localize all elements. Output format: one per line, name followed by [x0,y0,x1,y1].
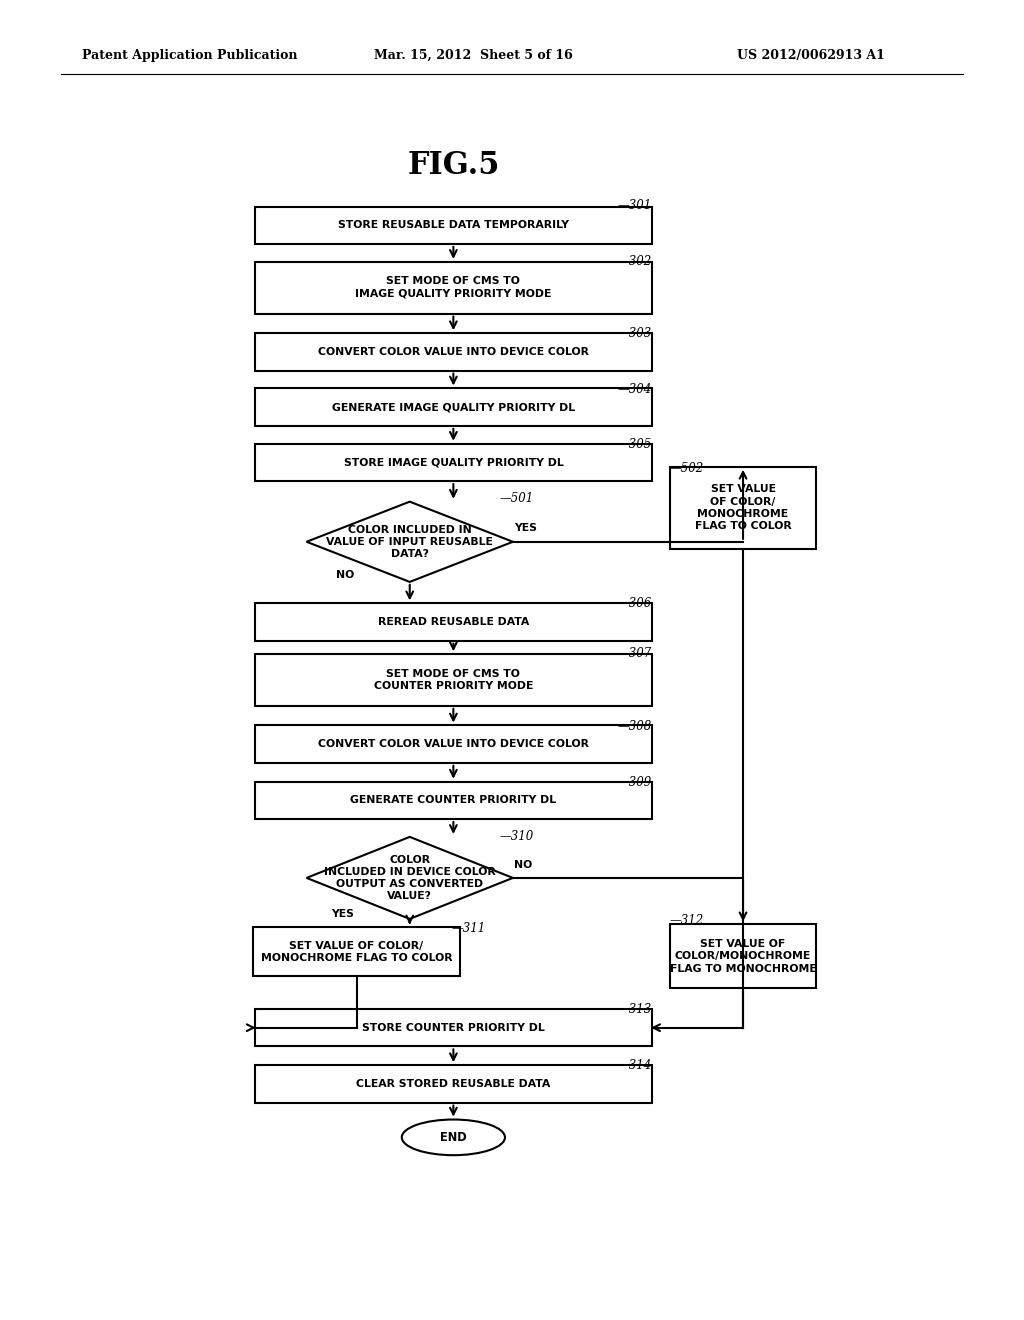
Text: SET VALUE
OF COLOR/
MONOCHROME
FLAG TO COLOR: SET VALUE OF COLOR/ MONOCHROME FLAG TO C… [694,484,792,532]
Text: —308: —308 [617,719,652,733]
FancyBboxPatch shape [255,444,651,482]
Text: CONVERT COLOR VALUE INTO DEVICE COLOR: CONVERT COLOR VALUE INTO DEVICE COLOR [317,347,589,356]
FancyBboxPatch shape [255,206,651,244]
Text: —312: —312 [670,913,705,927]
FancyBboxPatch shape [255,261,651,314]
Text: —301: —301 [617,199,652,213]
FancyBboxPatch shape [255,388,651,426]
Polygon shape [306,502,513,582]
Text: —304: —304 [617,383,652,396]
Text: CLEAR STORED REUSABLE DATA: CLEAR STORED REUSABLE DATA [356,1078,551,1089]
Text: —314: —314 [617,1059,652,1072]
Text: COLOR INCLUDED IN
VALUE OF INPUT REUSABLE
DATA?: COLOR INCLUDED IN VALUE OF INPUT REUSABL… [327,525,494,558]
Text: SET MODE OF CMS TO
COUNTER PRIORITY MODE: SET MODE OF CMS TO COUNTER PRIORITY MODE [374,669,534,692]
Text: Mar. 15, 2012  Sheet 5 of 16: Mar. 15, 2012 Sheet 5 of 16 [374,49,572,62]
Text: SET VALUE OF
COLOR/MONOCHROME
FLAG TO MONOCHROME: SET VALUE OF COLOR/MONOCHROME FLAG TO MO… [670,939,816,974]
FancyBboxPatch shape [255,1065,651,1102]
Text: GENERATE IMAGE QUALITY PRIORITY DL: GENERATE IMAGE QUALITY PRIORITY DL [332,403,574,412]
Polygon shape [306,837,513,919]
Text: —310: —310 [500,830,534,843]
Text: STORE COUNTER PRIORITY DL: STORE COUNTER PRIORITY DL [362,1023,545,1032]
Text: US 2012/0062913 A1: US 2012/0062913 A1 [737,49,885,62]
FancyBboxPatch shape [253,928,460,977]
FancyBboxPatch shape [255,1008,651,1047]
Text: YES: YES [514,524,538,533]
Text: —311: —311 [452,921,486,935]
FancyBboxPatch shape [255,781,651,818]
Text: REREAD REUSABLE DATA: REREAD REUSABLE DATA [378,616,529,627]
Text: STORE REUSABLE DATA TEMPORARILY: STORE REUSABLE DATA TEMPORARILY [338,220,569,230]
FancyBboxPatch shape [670,924,816,989]
Text: NO: NO [514,861,532,870]
Text: NO: NO [336,570,354,579]
FancyBboxPatch shape [255,333,651,371]
FancyBboxPatch shape [670,467,816,549]
Text: —303: —303 [617,327,652,341]
Ellipse shape [401,1119,505,1155]
Text: —306: —306 [617,598,652,610]
Text: Patent Application Publication: Patent Application Publication [82,49,297,62]
Text: —305: —305 [617,438,652,451]
Text: GENERATE COUNTER PRIORITY DL: GENERATE COUNTER PRIORITY DL [350,796,556,805]
FancyBboxPatch shape [255,655,651,706]
FancyBboxPatch shape [255,726,651,763]
Text: SET MODE OF CMS TO
IMAGE QUALITY PRIORITY MODE: SET MODE OF CMS TO IMAGE QUALITY PRIORIT… [355,276,552,298]
Text: YES: YES [332,909,354,920]
FancyBboxPatch shape [255,603,651,640]
Text: CONVERT COLOR VALUE INTO DEVICE COLOR: CONVERT COLOR VALUE INTO DEVICE COLOR [317,739,589,750]
Text: —313: —313 [617,1003,652,1016]
Text: —501: —501 [500,492,534,506]
Text: FIG.5: FIG.5 [408,149,500,181]
Text: STORE IMAGE QUALITY PRIORITY DL: STORE IMAGE QUALITY PRIORITY DL [343,458,563,467]
Text: —502: —502 [670,462,705,475]
Text: SET VALUE OF COLOR/
MONOCHROME FLAG TO COLOR: SET VALUE OF COLOR/ MONOCHROME FLAG TO C… [261,941,453,964]
Text: —309: —309 [617,776,652,789]
Text: END: END [440,1131,467,1144]
Text: —302: —302 [617,255,652,268]
Text: —307: —307 [617,647,652,660]
Text: COLOR
INCLUDED IN DEVICE COLOR
OUTPUT AS CONVERTED
VALUE?: COLOR INCLUDED IN DEVICE COLOR OUTPUT AS… [324,855,496,902]
